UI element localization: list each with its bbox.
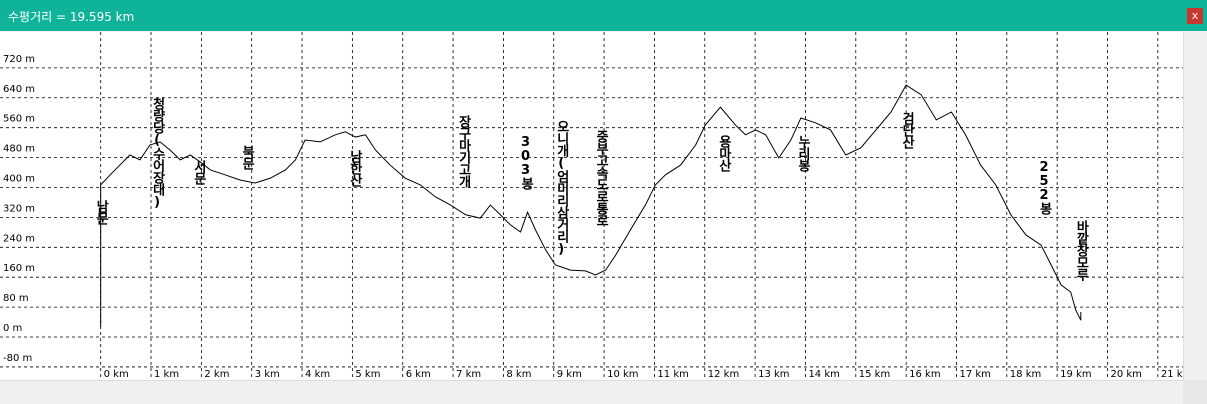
place-label: 누리봉 <box>794 134 810 171</box>
plot-background <box>0 32 1183 380</box>
x-tick-label: 4 km <box>305 369 330 380</box>
x-tick-label: 8 km <box>506 369 531 380</box>
y-tick-label: 0 m <box>3 323 22 334</box>
x-tick-label: 2 km <box>204 369 229 380</box>
x-tick-label: 19 km <box>1060 369 1091 380</box>
y-tick-label: 640 m <box>3 84 35 95</box>
place-label: 남문 <box>93 200 109 225</box>
place-label: 252봉 <box>1036 159 1052 214</box>
place-label: 검단산 <box>899 111 915 148</box>
chart: -80 m 0 m 80 m 160 m 240 m 320 m 400 m 480 m 560… <box>0 32 1183 380</box>
place-label: 서문 <box>190 159 206 184</box>
x-tick-label: 3 km <box>255 369 280 380</box>
x-tick-label: 12 km <box>708 369 739 380</box>
x-tick-label: 17 km <box>959 369 990 380</box>
x-tick-label: 14 km <box>808 369 839 380</box>
x-tick-label: 18 km <box>1010 369 1041 380</box>
place-label: 바깥창모루 <box>1073 220 1089 281</box>
y-tick-label: 560 m <box>3 114 35 125</box>
place-label: 오니개(엄미리삼거리) <box>553 119 569 256</box>
x-tick-label: 10 km <box>607 369 638 380</box>
x-tick-label: 1 km <box>154 369 179 380</box>
x-tick-label: 13 km <box>758 369 789 380</box>
horizontal-scrollbar[interactable] <box>0 380 1183 398</box>
place-label: 청량당(수어장대) <box>149 97 165 210</box>
vertical-scrollbar[interactable] <box>1183 32 1207 380</box>
x-tick-label: 6 km <box>406 369 431 380</box>
y-tick-label: 80 m <box>3 293 29 304</box>
y-tick-label: 720 m <box>3 54 35 65</box>
y-tick-label: 160 m <box>3 263 35 274</box>
x-tick-label: 21 km <box>1161 369 1183 380</box>
close-button[interactable]: x <box>1187 8 1203 24</box>
place-label: 장구마기고개 <box>455 114 471 187</box>
y-tick-label: 480 m <box>3 144 35 155</box>
x-tick-label: 5 km <box>355 369 380 380</box>
x-tick-label: 7 km <box>456 369 481 380</box>
y-tick-label: 240 m <box>3 233 35 244</box>
scroll-corner <box>1183 380 1207 404</box>
y-tick-label: 320 m <box>3 203 35 214</box>
place-label: 남한산 <box>346 150 362 187</box>
place-label: 용마산 <box>715 134 731 171</box>
y-tick-label: 400 m <box>3 173 35 184</box>
x-tick-label: 20 km <box>1110 369 1141 380</box>
x-tick-label: 9 km <box>557 369 582 380</box>
x-tick-label: 11 km <box>657 369 688 380</box>
place-label: 303봉 <box>518 134 534 189</box>
title-bar: 수평거리 = 19.595 km x <box>0 0 1207 31</box>
window-title: 수평거리 = 19.595 km <box>8 10 135 24</box>
x-tick-label: 16 km <box>909 369 940 380</box>
elevation-line <box>100 84 1082 327</box>
x-tick-label: 15 km <box>859 369 890 380</box>
place-label: 북문 <box>239 144 255 169</box>
x-tick-label: 0 km <box>104 369 129 380</box>
y-tick-label: -80 m <box>3 353 32 364</box>
place-label: 중부고속도로통로 <box>593 129 609 226</box>
